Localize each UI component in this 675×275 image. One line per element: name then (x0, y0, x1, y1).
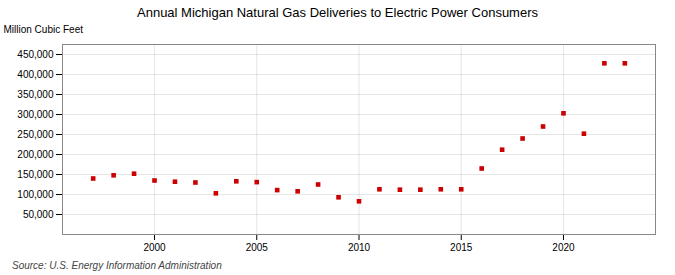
svg-text:350,000: 350,000 (17, 89, 54, 100)
svg-text:2000: 2000 (143, 242, 166, 253)
svg-text:2010: 2010 (348, 242, 371, 253)
svg-text:100,000: 100,000 (17, 189, 54, 200)
svg-text:2005: 2005 (246, 242, 269, 253)
html-text:Annual Michigan Natural Gas De: Annual Michigan Natural Gas Deliveries t… (137, 5, 538, 20)
svg-text:250,000: 250,000 (17, 129, 54, 140)
html-text:Source: U.S. Energy Informatio: Source: U.S. Energy Information Administ… (12, 260, 222, 271)
svg-text:2020: 2020 (552, 242, 575, 253)
svg-text:2015: 2015 (450, 242, 473, 253)
svg-text:200,000: 200,000 (17, 149, 54, 160)
svg-text:Million Cubic Feet: Million Cubic Feet (4, 24, 84, 35)
svg-text:400,000: 400,000 (17, 69, 54, 80)
svg-text:50,000: 50,000 (23, 209, 54, 220)
svg-text:450,000: 450,000 (17, 49, 54, 60)
svg-text:150,000: 150,000 (17, 169, 54, 180)
svg-text:300,000: 300,000 (17, 109, 54, 120)
